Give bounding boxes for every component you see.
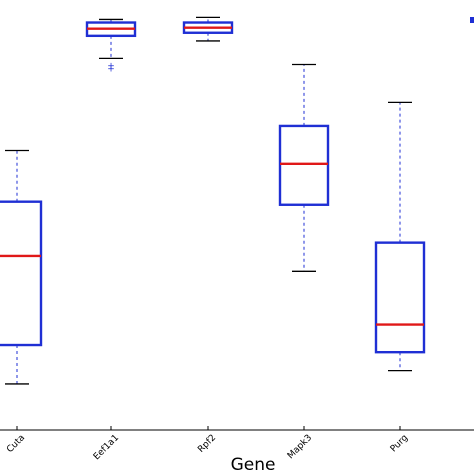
x-tick-label-cuta: Cuta (5, 433, 27, 455)
x-axis-title: Gene (231, 455, 276, 474)
box-group: ++ (0, 16, 426, 385)
box-rect-purg (374, 241, 426, 354)
box-rect-mapk3 (278, 124, 330, 206)
legend-marker (470, 17, 474, 23)
outlier-eef1a1-1: + (107, 65, 115, 75)
box-rpf2 (182, 16, 234, 42)
x-tick-label-eef1a1: Eef1a1 (92, 433, 121, 462)
box-rect-cuta (0, 200, 43, 347)
x-tick-label-rpf2: Rpf2 (196, 433, 218, 455)
box-purg (374, 101, 426, 372)
x-tick-label-mapk3: Mapk3 (286, 433, 314, 461)
outlier-eef1a1-0: + (107, 62, 115, 72)
box-cuta (0, 149, 43, 385)
x-tick-group: Cuta Eef1a1 Rpf2 Mapk3 Purg (5, 426, 410, 462)
x-tick-label-purg: Purg (389, 433, 410, 454)
box-mapk3 (278, 63, 330, 272)
box-eef1a1: ++ (85, 18, 137, 75)
